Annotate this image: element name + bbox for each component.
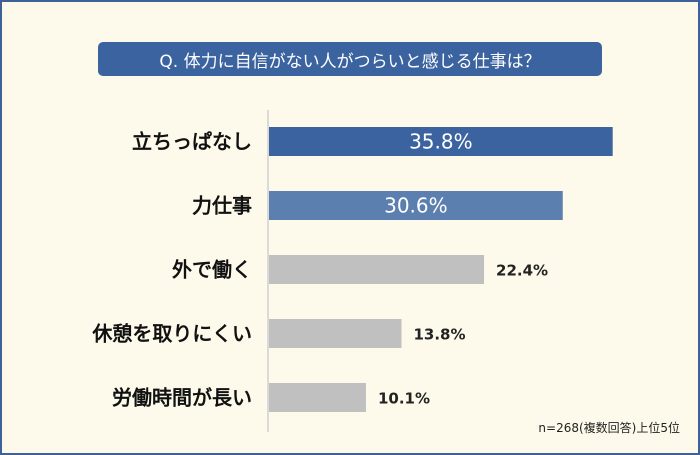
value-label: 35.8% [409, 130, 473, 154]
bar [269, 383, 366, 412]
chart-title: Q. 体力に自信がない人がつらいと感じる仕事は？ [98, 42, 602, 76]
bar [269, 255, 485, 284]
category-label: 外で働く [172, 258, 252, 282]
value-label: 22.4% [496, 262, 548, 280]
bar [269, 127, 613, 156]
bar [269, 319, 402, 348]
value-label: 10.1% [378, 390, 430, 408]
category-label: 立ちっぱなし [132, 130, 252, 154]
value-label: 30.6% [384, 194, 448, 218]
category-label: 力仕事 [192, 194, 252, 218]
category-label: 労働時間が長い [112, 386, 252, 410]
footnote: n=268(複数回答)上位5位 [538, 421, 680, 435]
category-label: 休憩を取りにくい [91, 322, 252, 346]
bar [269, 191, 563, 220]
value-label: 13.8% [413, 326, 465, 344]
